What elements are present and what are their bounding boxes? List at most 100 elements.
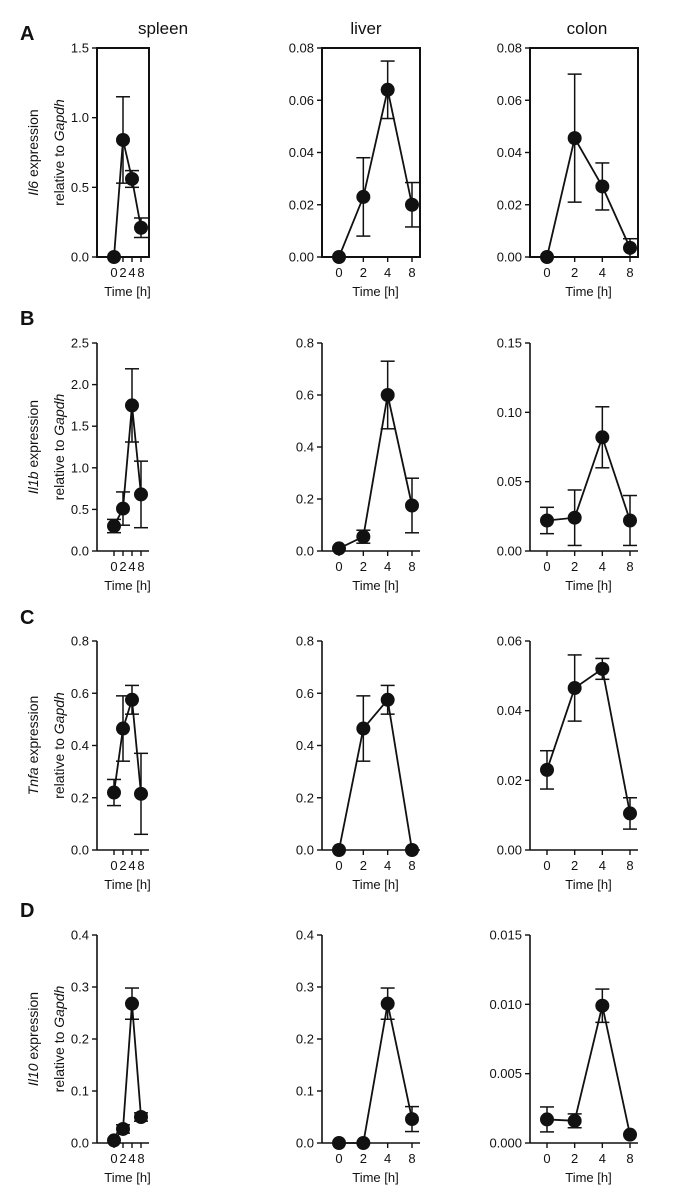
x-tick-label: 4 (599, 559, 606, 574)
y-tick-label: 0.4 (71, 928, 89, 943)
x-tick-label: 8 (626, 559, 633, 574)
chart-B-spleen: 0.0 0.5 1.0 1.5 2.0 2.5 0 2 4 8 Time [h] (71, 336, 151, 594)
y-tick-label: 0.2 (296, 790, 314, 805)
series-line (339, 1003, 413, 1144)
y-tick-label: 0.0 (71, 1136, 89, 1151)
y-tick-label: 0.000 (489, 1136, 522, 1151)
x-tick-label: 2 (571, 858, 578, 873)
y-axis-title-reference-gene: Gapdh (51, 692, 67, 734)
x-tick-label: 0 (543, 265, 550, 280)
series-line (546, 135, 631, 258)
panel-letter-D: D (20, 900, 34, 922)
x-tick-label: 0 (110, 559, 117, 574)
y-axis-title-reference-gene: Gapdh (51, 99, 67, 141)
y-tick-label: 1.5 (71, 419, 89, 434)
y-tick-label: 0.15 (497, 336, 522, 351)
data-point (567, 510, 582, 525)
panel-letter-B: B (20, 308, 34, 330)
x-tick-label: 4 (384, 265, 391, 280)
data-point (116, 1121, 130, 1136)
panel-letter-A: A (20, 23, 34, 45)
y-tick-label: 0.4 (71, 738, 89, 753)
series-line (546, 667, 631, 814)
y-axis-title-line2: relative to Gapdh (51, 393, 67, 500)
x-tick-label: 0 (335, 858, 342, 873)
y-tick-label: 0.04 (289, 145, 314, 160)
y-tick-label: 0.8 (296, 634, 314, 649)
x-axis-title: Time [h] (565, 1170, 611, 1185)
y-axis-title-D: Il10 expression relative to Gapdh (25, 985, 67, 1092)
y-tick-label: 0.015 (489, 928, 522, 943)
x-tick-label: 8 (137, 265, 144, 280)
x-tick-label: 4 (599, 858, 606, 873)
series-line (338, 697, 413, 851)
series-line (113, 139, 142, 258)
x-tick-label: 0 (110, 265, 117, 280)
y-axis-title-gene: Tnfa (25, 767, 41, 795)
data-point (125, 398, 139, 413)
y-axis-title-suffix: expression (25, 696, 41, 768)
x-axis-title: Time [h] (352, 877, 398, 892)
data-point (595, 661, 610, 676)
data-point (405, 498, 419, 513)
x-tick-label: 2 (360, 1151, 367, 1166)
y-tick-label: 0.00 (497, 250, 522, 265)
x-axis-title: Time [h] (352, 578, 398, 593)
data-point (116, 501, 130, 516)
y-tick-label: 0.2 (296, 1032, 314, 1047)
x-tick-label: 0 (335, 265, 342, 280)
data-point (134, 1110, 148, 1124)
x-tick-label: 4 (128, 1151, 135, 1166)
plot-frame (529, 47, 639, 258)
series-line (113, 1003, 142, 1141)
data-point (107, 785, 121, 800)
x-tick-label: 0 (335, 1151, 342, 1166)
data-point (107, 519, 121, 534)
data-point (595, 179, 610, 194)
y-tick-label: 0.08 (497, 41, 522, 56)
chart-D-colon-axes (529, 935, 638, 1144)
x-tick-label: 0 (335, 559, 342, 574)
y-tick-label: 0.6 (296, 686, 314, 701)
y-tick-label: 0.0 (71, 544, 89, 559)
y-tick-label: 0.1 (71, 1084, 89, 1099)
chart-C-spleen: 0.0 0.2 0.4 0.6 0.8 0 2 4 8 Time [h] (71, 634, 151, 893)
data-point (107, 1133, 121, 1148)
y-axis-title-line2: relative to Gapdh (51, 985, 67, 1092)
y-tick-label: 0.0 (296, 544, 314, 559)
y-tick-label: 0.6 (71, 686, 89, 701)
chart-B-liver: 0.0 0.2 0.4 0.6 0.8 0 2 4 8 Time [h] (296, 336, 420, 593)
chart-A-liver-axes (321, 47, 421, 258)
chart-D-colon: 0.000 0.005 0.010 0.015 0 2 4 8 Time [h] (489, 928, 638, 1185)
x-tick-label: 2 (571, 1151, 578, 1166)
y-tick-label: 0.00 (497, 843, 522, 858)
data-point (380, 82, 395, 97)
x-axis-title: Time [h] (104, 1170, 150, 1185)
data-point (595, 998, 610, 1013)
x-tick-label: 8 (408, 1151, 415, 1166)
chart-A-colon-axes (529, 47, 639, 258)
data-point (623, 1127, 637, 1142)
y-axis-title-suffix: expression (25, 400, 41, 472)
x-tick-label: 0 (110, 858, 117, 873)
y-tick-label: 0.00 (289, 250, 314, 265)
y-tick-label: 0.04 (497, 703, 522, 718)
x-axis-title: Time [h] (352, 284, 398, 299)
y-axis-title-A: Il6 expression relative to Gapdh (25, 99, 67, 206)
data-point (134, 487, 148, 502)
chart-C-liver: 0.0 0.2 0.4 0.6 0.8 0 2 4 8 Time [h] (296, 634, 420, 892)
data-point (125, 996, 139, 1011)
y-tick-label: 0.04 (497, 145, 522, 160)
y-tick-label: 0.2 (296, 492, 314, 507)
x-tick-label: 2 (119, 858, 126, 873)
data-point (380, 388, 395, 402)
y-tick-label: 1.0 (71, 460, 89, 475)
x-tick-label: 4 (384, 858, 391, 873)
x-tick-label: 4 (128, 265, 135, 280)
data-point (332, 541, 346, 556)
y-tick-label: 0.8 (71, 634, 89, 649)
chart-D-liver-axes (321, 935, 420, 1144)
data-point (332, 843, 346, 857)
y-tick-label: 0.0 (71, 250, 89, 265)
